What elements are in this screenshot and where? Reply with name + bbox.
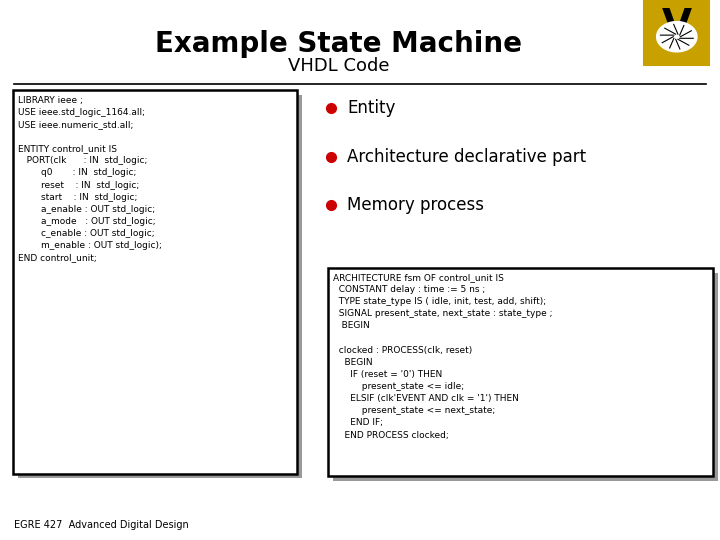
FancyBboxPatch shape — [13, 90, 297, 474]
FancyBboxPatch shape — [328, 268, 713, 476]
Text: Entity: Entity — [347, 99, 395, 117]
Text: ARCHITECTURE fsm OF control_unit IS
  CONSTANT delay : time := 5 ns ;
  TYPE sta: ARCHITECTURE fsm OF control_unit IS CONS… — [333, 273, 553, 440]
FancyBboxPatch shape — [644, 0, 709, 65]
Text: VHDL Code: VHDL Code — [288, 57, 389, 75]
Polygon shape — [657, 22, 697, 52]
Text: EGRE 427  Advanced Digital Design: EGRE 427 Advanced Digital Design — [14, 520, 189, 530]
Text: Example State Machine: Example State Machine — [155, 30, 522, 58]
FancyBboxPatch shape — [18, 94, 302, 478]
Text: V: V — [662, 7, 692, 45]
Text: LIBRARY ieee ;
USE ieee.std_logic_1164.all;
USE ieee.numeric_std.all;

ENTITY co: LIBRARY ieee ; USE ieee.std_logic_1164.a… — [18, 96, 162, 262]
Text: Memory process: Memory process — [347, 196, 484, 214]
Text: Architecture declarative part: Architecture declarative part — [347, 147, 586, 166]
FancyBboxPatch shape — [333, 273, 718, 481]
